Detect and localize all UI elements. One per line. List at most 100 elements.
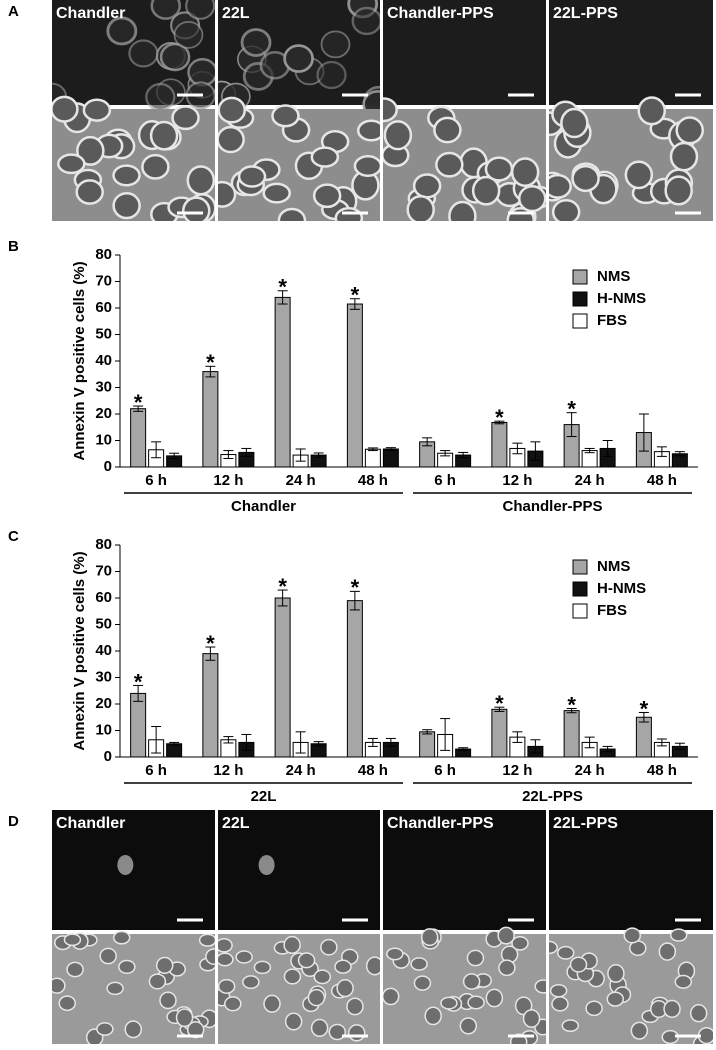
cell	[82, 98, 112, 122]
y-tick-label: 30	[95, 668, 112, 685]
error-bar	[602, 745, 613, 753]
cell	[320, 938, 338, 956]
cell	[549, 173, 572, 199]
significance-mark: *	[567, 692, 576, 717]
error-bar	[494, 706, 505, 712]
error-bar	[277, 290, 288, 305]
error-bar	[422, 729, 433, 735]
cell	[205, 948, 215, 966]
cell	[435, 151, 464, 178]
cell	[356, 119, 380, 142]
cell	[497, 926, 515, 945]
error-bar	[367, 447, 378, 452]
x-tick-label: 48 h	[358, 762, 388, 779]
cell	[218, 952, 234, 967]
bar	[364, 448, 381, 468]
bar	[166, 743, 183, 758]
error-bar	[349, 298, 360, 310]
micrograph	[549, 0, 713, 221]
error-bar	[169, 452, 180, 460]
error-bar	[440, 718, 451, 751]
error-bar	[422, 437, 433, 447]
image-label: Chandler-PPS	[387, 815, 494, 832]
significance-mark: *	[134, 669, 143, 694]
stained-cell	[150, 0, 182, 20]
cell	[347, 1024, 366, 1042]
cell	[75, 179, 104, 205]
micrograph	[218, 810, 380, 1044]
cell	[511, 936, 529, 951]
cell	[510, 157, 540, 187]
error-bar	[674, 451, 685, 457]
cell	[571, 164, 600, 193]
cell	[471, 175, 501, 206]
error-bar	[458, 451, 469, 459]
x-tick-label: 6 h	[434, 762, 456, 779]
bar	[346, 600, 363, 758]
legend-label: NMS	[597, 558, 630, 575]
cell	[664, 175, 693, 206]
error-bar	[133, 684, 144, 702]
image-label: 22L-PPS	[553, 5, 618, 22]
cell	[106, 981, 124, 996]
stained-cell	[351, 6, 380, 36]
fluorescence-image	[52, 810, 215, 930]
error-bar	[530, 739, 541, 754]
x-tick-label: 48 h	[358, 472, 388, 489]
cell	[297, 952, 316, 969]
bar	[202, 371, 219, 468]
cell	[224, 996, 242, 1012]
cell	[112, 164, 141, 187]
cell	[52, 977, 66, 994]
y-tick-label: 60	[95, 589, 112, 606]
error-bar	[241, 733, 252, 751]
cell	[218, 96, 246, 124]
error-bar	[674, 742, 685, 751]
x-tick-label: 24 h	[575, 762, 605, 779]
cell	[310, 146, 340, 168]
error-bar	[205, 365, 216, 378]
cell	[675, 116, 704, 145]
error-bar	[584, 736, 595, 749]
error-bar	[385, 447, 396, 451]
cell	[328, 1023, 347, 1041]
cell	[412, 173, 442, 199]
micrograph	[52, 0, 215, 221]
fluorescence-image	[383, 0, 546, 105]
cell	[175, 1008, 194, 1028]
cell	[334, 206, 364, 221]
x-tick-label: 12 h	[213, 472, 243, 489]
cell	[551, 996, 569, 1012]
bar	[202, 653, 219, 758]
error-bar	[440, 450, 451, 457]
cell	[149, 120, 179, 151]
cell	[607, 963, 625, 983]
panel-letter: C	[8, 528, 19, 545]
x-tick-label: 12 h	[502, 472, 532, 489]
error-bar	[205, 646, 216, 661]
y-tick-label: 70	[95, 562, 112, 579]
error-bar	[602, 440, 613, 457]
cell	[57, 153, 86, 175]
error-bar	[223, 450, 234, 460]
cell	[262, 182, 291, 204]
significance-mark: *	[278, 574, 287, 599]
error-bar	[584, 447, 595, 454]
micrograph	[383, 810, 546, 1044]
cell	[307, 988, 326, 1007]
cell	[630, 1021, 649, 1040]
cell	[569, 956, 588, 973]
cell	[353, 154, 380, 177]
legend-label: NMS	[597, 268, 630, 285]
significance-mark: *	[351, 283, 360, 308]
legend-label: FBS	[597, 312, 627, 329]
x-tick-label: 48 h	[647, 472, 677, 489]
image-label: 22L	[222, 815, 250, 832]
x-tick-label: 24 h	[286, 762, 316, 779]
cell	[141, 153, 170, 180]
cell	[623, 927, 642, 944]
cell	[336, 979, 354, 998]
cell	[218, 125, 245, 154]
legend-swatch	[572, 269, 588, 285]
